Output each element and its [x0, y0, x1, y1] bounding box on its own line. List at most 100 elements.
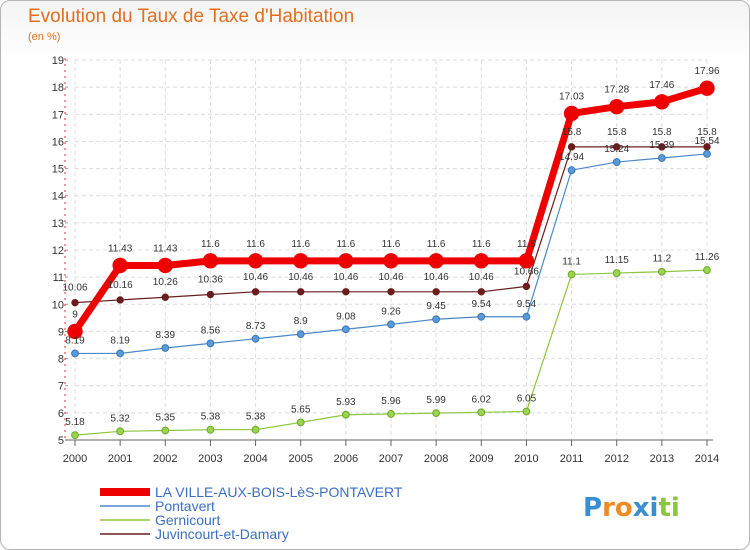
data-point-la-ville-aux-bois-l-s-pontavert	[563, 105, 580, 122]
x-tick-label: 2013	[650, 453, 674, 465]
legend-label-juvincourt-et-damary: Juvincourt-et-Damary	[155, 526, 289, 542]
data-point-juvincourt-et-damary	[658, 143, 666, 151]
data-label-pontavert: 9.54	[472, 299, 492, 310]
data-label-pontavert: 15.39	[649, 140, 674, 151]
brand-letter: i	[671, 493, 680, 523]
series-lines	[67, 80, 715, 440]
data-point-gernicourt	[341, 410, 350, 419]
data-label-pontavert: 14.94	[559, 152, 584, 163]
data-label-juvincourt-et-damary: 10.46	[424, 272, 449, 283]
data-label-la-ville-aux-bois-l-s-pontavert: 11.43	[108, 243, 133, 254]
data-label-juvincourt-et-damary: 10.46	[469, 272, 494, 283]
data-point-la-ville-aux-bois-l-s-pontavert	[654, 94, 670, 110]
data-point-pontavert	[657, 154, 666, 162]
y-tick-label: 13	[52, 218, 64, 230]
data-point-la-ville-aux-bois-l-s-pontavert	[699, 80, 715, 96]
y-tick-label: 10	[52, 299, 64, 311]
data-point-gernicourt	[657, 267, 666, 276]
data-label-la-ville-aux-bois-l-s-pontavert: 11.6	[336, 239, 355, 250]
data-label-juvincourt-et-damary: 10.36	[198, 275, 223, 286]
y-tick-label: 7	[58, 381, 64, 393]
data-point-la-ville-aux-bois-l-s-pontavert	[338, 253, 354, 269]
brand-letter: P	[583, 493, 602, 523]
data-point-pontavert	[703, 150, 711, 158]
data-point-la-ville-aux-bois-l-s-pontavert	[473, 253, 489, 269]
x-tick-label: 2003	[198, 453, 222, 465]
data-label-gernicourt: 11.1	[562, 256, 581, 267]
data-point-juvincourt-et-damary	[251, 288, 260, 296]
data-point-gernicourt	[206, 425, 215, 434]
brand-letter: r	[602, 493, 615, 523]
data-label-la-ville-aux-bois-l-s-pontavert: 11.43	[153, 243, 178, 254]
data-point-la-ville-aux-bois-l-s-pontavert	[428, 253, 444, 269]
y-tick-label: 9	[58, 326, 64, 338]
y-tick-label: 17	[52, 109, 64, 121]
data-point-pontavert	[161, 344, 170, 352]
data-point-gernicourt	[477, 408, 486, 417]
data-label-juvincourt-et-damary: 15.8	[607, 127, 627, 138]
x-tick-label: 2010	[514, 453, 538, 465]
x-tick-label: 2007	[379, 453, 403, 465]
data-label-gernicourt: 5.96	[381, 396, 401, 407]
brand-letter: i	[650, 493, 659, 523]
y-tick-label: 12	[52, 245, 64, 257]
data-point-gernicourt	[71, 431, 79, 440]
data-point-pontavert	[71, 349, 79, 358]
data-point-gernicourt	[703, 266, 711, 274]
data-point-juvincourt-et-damary	[387, 288, 395, 296]
y-tick-label: 18	[52, 82, 64, 94]
data-label-juvincourt-et-damary: 15.8	[652, 127, 672, 138]
x-tick-label: 2012	[604, 453, 628, 465]
y-tick-label: 14	[52, 191, 64, 203]
x-tick-label: 2005	[288, 453, 312, 465]
brand-letter: x	[633, 493, 650, 523]
axes: 5 6 7 8 9 10 11 12 13 14 15 16 17 18 19 2000 2001 2002 200…	[52, 55, 719, 465]
data-label-la-ville-aux-bois-l-s-pontavert: 17.28	[604, 85, 629, 96]
x-tick-label: 2011	[560, 453, 584, 465]
data-point-pontavert	[522, 312, 531, 321]
data-label-pontavert: 15.24	[604, 144, 629, 155]
legend-label-pontavert: Pontavert	[155, 498, 215, 514]
data-label-gernicourt: 5.18	[65, 417, 85, 428]
legend-label-la-ville-aux-bois-l-s-pontavert: LA VILLE-AUX-BOIS-LèS-PONTAVERT	[155, 484, 403, 500]
data-label-gernicourt: 11.15	[605, 255, 630, 266]
data-label-gernicourt: 11.26	[695, 252, 720, 263]
data-label-juvincourt-et-damary: 10.46	[288, 272, 313, 283]
data-point-la-ville-aux-bois-l-s-pontavert	[247, 253, 264, 269]
data-point-juvincourt-et-damary	[206, 290, 215, 299]
data-point-la-ville-aux-bois-l-s-pontavert	[609, 98, 625, 115]
data-label-pontavert: 8.19	[65, 335, 85, 346]
data-point-juvincourt-et-damary	[567, 143, 576, 151]
data-label-juvincourt-et-damary: 10.46	[243, 272, 268, 283]
data-label-pontavert: 9.45	[426, 301, 446, 312]
brand-letter: t	[658, 493, 670, 523]
data-point-gernicourt	[522, 407, 531, 416]
legend-label-gernicourt: Gernicourt	[155, 512, 220, 528]
data-label-juvincourt-et-damary: 10.16	[108, 280, 133, 291]
y-tick-label: 6	[58, 408, 64, 420]
data-point-juvincourt-et-damary	[297, 288, 305, 296]
data-point-gernicourt	[612, 269, 621, 277]
data-label-gernicourt: 5.35	[156, 413, 176, 424]
data-label-gernicourt: 6.05	[517, 394, 537, 405]
data-point-pontavert	[387, 320, 395, 329]
data-point-pontavert	[116, 349, 125, 358]
data-point-la-ville-aux-bois-l-s-pontavert	[202, 253, 219, 269]
chart-subtitle: (en %)	[28, 31, 61, 43]
data-label-juvincourt-et-damary: 10.06	[62, 283, 87, 294]
proxiti-logo: Proxiti	[583, 493, 680, 523]
data-label-la-ville-aux-bois-l-s-pontavert: 11.6	[472, 239, 491, 250]
x-tick-label: 2004	[243, 453, 267, 465]
data-point-juvincourt-et-damary	[116, 296, 124, 304]
data-label-juvincourt-et-damary: 15.8	[697, 127, 717, 138]
data-label-juvincourt-et-damary: 10.46	[378, 272, 403, 283]
data-label-gernicourt: 5.93	[336, 397, 356, 408]
data-label-juvincourt-et-damary: 10.66	[514, 266, 539, 277]
data-point-juvincourt-et-damary	[613, 143, 621, 151]
data-point-la-ville-aux-bois-l-s-pontavert	[518, 253, 535, 269]
grid	[74, 59, 708, 441]
data-label-pontavert: 8.56	[201, 325, 221, 336]
x-tick-label: 2002	[153, 453, 177, 465]
data-label-gernicourt: 5.32	[110, 413, 130, 424]
